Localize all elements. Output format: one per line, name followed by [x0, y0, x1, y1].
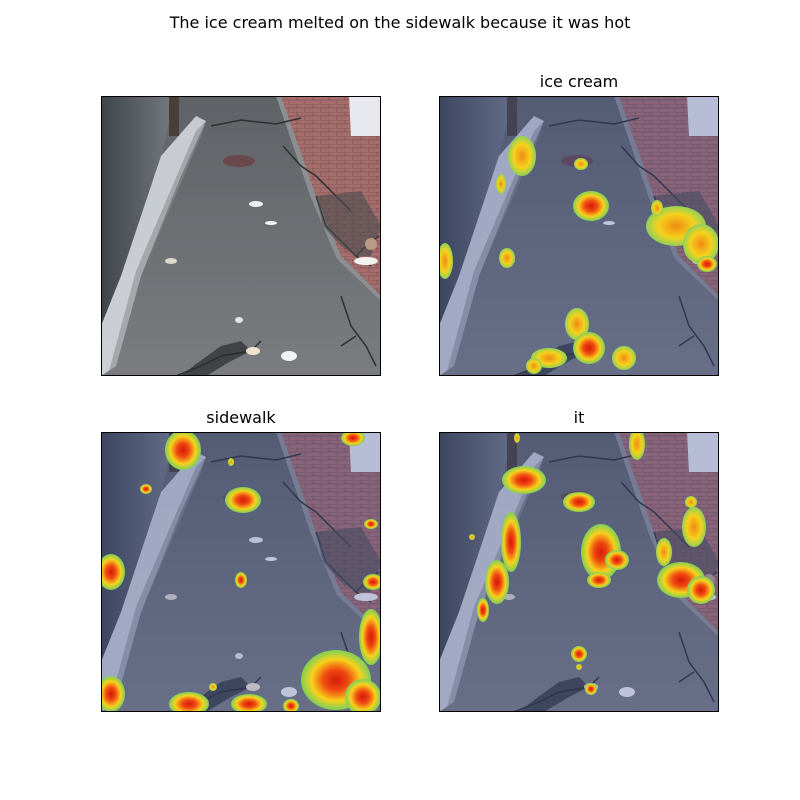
- original-image: [101, 96, 381, 376]
- panel-title-ice-cream: ice cream: [539, 72, 619, 91]
- panel-original: [101, 96, 381, 376]
- ice-cream-attention-map: [439, 96, 719, 376]
- figure-title: The ice cream melted on the sidewalk bec…: [169, 13, 631, 32]
- panel-title-sidewalk: sidewalk: [206, 408, 276, 427]
- panel-sidewalk: sidewalk: [101, 408, 381, 712]
- panel-title-it: it: [573, 408, 585, 427]
- panel-it: it: [439, 408, 719, 712]
- sidewalk-attention-map: [101, 432, 381, 712]
- it-attention-map: [439, 432, 719, 712]
- panel-ice-cream: ice cream: [439, 72, 719, 376]
